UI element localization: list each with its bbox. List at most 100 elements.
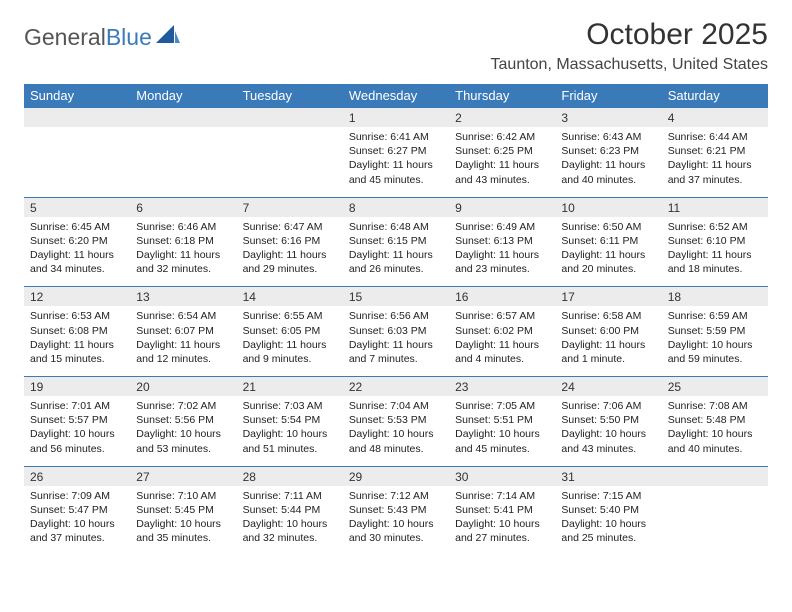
daylight-line: Daylight: 10 hours and 40 minutes.	[668, 427, 762, 455]
date-cell: 18	[662, 287, 768, 307]
daylight-line: Daylight: 10 hours and 43 minutes.	[561, 427, 655, 455]
date-cell: 21	[237, 377, 343, 397]
daylight-line: Daylight: 10 hours and 27 minutes.	[455, 517, 549, 545]
sunset-line: Sunset: 6:13 PM	[455, 234, 549, 248]
logo-word2: Blue	[106, 24, 152, 50]
sunset-line: Sunset: 5:43 PM	[349, 503, 443, 517]
date-cell: 6	[130, 197, 236, 217]
sunrise-line: Sunrise: 7:05 AM	[455, 399, 549, 413]
info-cell	[662, 486, 768, 556]
day-header: Saturday	[662, 84, 768, 108]
date-cell	[662, 466, 768, 486]
daylight-line: Daylight: 11 hours and 26 minutes.	[349, 248, 443, 276]
calendar-body: 1234Sunrise: 6:41 AMSunset: 6:27 PMDayli…	[24, 108, 768, 556]
sunrise-line: Sunrise: 6:56 AM	[349, 309, 443, 323]
info-cell: Sunrise: 6:43 AMSunset: 6:23 PMDaylight:…	[555, 127, 661, 197]
date-cell: 26	[24, 466, 130, 486]
daylight-line: Daylight: 11 hours and 15 minutes.	[30, 338, 124, 366]
date-row: 12131415161718	[24, 287, 768, 307]
sunset-line: Sunset: 6:03 PM	[349, 324, 443, 338]
sunset-line: Sunset: 5:53 PM	[349, 413, 443, 427]
daylight-line: Daylight: 11 hours and 1 minute.	[561, 338, 655, 366]
info-cell: Sunrise: 6:58 AMSunset: 6:00 PMDaylight:…	[555, 306, 661, 376]
date-cell: 9	[449, 197, 555, 217]
sunrise-line: Sunrise: 7:02 AM	[136, 399, 230, 413]
sunset-line: Sunset: 6:15 PM	[349, 234, 443, 248]
sunrise-line: Sunrise: 7:08 AM	[668, 399, 762, 413]
daylight-line: Daylight: 10 hours and 56 minutes.	[30, 427, 124, 455]
sunset-line: Sunset: 6:21 PM	[668, 144, 762, 158]
info-cell: Sunrise: 6:47 AMSunset: 6:16 PMDaylight:…	[237, 217, 343, 287]
sunset-line: Sunset: 6:23 PM	[561, 144, 655, 158]
sunrise-line: Sunrise: 7:03 AM	[243, 399, 337, 413]
header: GeneralBlue October 2025 Taunton, Massac…	[24, 18, 768, 74]
sunset-line: Sunset: 5:50 PM	[561, 413, 655, 427]
sunrise-line: Sunrise: 7:01 AM	[30, 399, 124, 413]
daylight-line: Daylight: 11 hours and 43 minutes.	[455, 158, 549, 186]
sunset-line: Sunset: 6:11 PM	[561, 234, 655, 248]
daylight-line: Daylight: 10 hours and 30 minutes.	[349, 517, 443, 545]
date-cell: 13	[130, 287, 236, 307]
sunrise-line: Sunrise: 7:04 AM	[349, 399, 443, 413]
date-cell: 2	[449, 108, 555, 128]
sunset-line: Sunset: 6:25 PM	[455, 144, 549, 158]
daylight-line: Daylight: 11 hours and 7 minutes.	[349, 338, 443, 366]
daylight-line: Daylight: 10 hours and 37 minutes.	[30, 517, 124, 545]
daylight-line: Daylight: 11 hours and 9 minutes.	[243, 338, 337, 366]
daylight-line: Daylight: 10 hours and 51 minutes.	[243, 427, 337, 455]
date-cell: 29	[343, 466, 449, 486]
date-row: 19202122232425	[24, 377, 768, 397]
sunset-line: Sunset: 6:10 PM	[668, 234, 762, 248]
logo-word1: General	[24, 24, 106, 50]
day-header-row: SundayMondayTuesdayWednesdayThursdayFrid…	[24, 84, 768, 108]
info-cell: Sunrise: 7:05 AMSunset: 5:51 PMDaylight:…	[449, 396, 555, 466]
sunrise-line: Sunrise: 6:43 AM	[561, 130, 655, 144]
sunrise-line: Sunrise: 6:53 AM	[30, 309, 124, 323]
info-cell: Sunrise: 7:08 AMSunset: 5:48 PMDaylight:…	[662, 396, 768, 466]
date-cell: 23	[449, 377, 555, 397]
day-header: Monday	[130, 84, 236, 108]
sunset-line: Sunset: 6:05 PM	[243, 324, 337, 338]
sunrise-line: Sunrise: 6:45 AM	[30, 220, 124, 234]
info-row: Sunrise: 6:45 AMSunset: 6:20 PMDaylight:…	[24, 217, 768, 287]
daylight-line: Daylight: 11 hours and 37 minutes.	[668, 158, 762, 186]
date-cell: 27	[130, 466, 236, 486]
sunset-line: Sunset: 6:00 PM	[561, 324, 655, 338]
sunset-line: Sunset: 5:41 PM	[455, 503, 549, 517]
date-cell	[237, 108, 343, 128]
info-cell: Sunrise: 6:41 AMSunset: 6:27 PMDaylight:…	[343, 127, 449, 197]
sunset-line: Sunset: 6:08 PM	[30, 324, 124, 338]
sunset-line: Sunset: 6:27 PM	[349, 144, 443, 158]
info-cell: Sunrise: 7:03 AMSunset: 5:54 PMDaylight:…	[237, 396, 343, 466]
daylight-line: Daylight: 11 hours and 32 minutes.	[136, 248, 230, 276]
info-row: Sunrise: 6:41 AMSunset: 6:27 PMDaylight:…	[24, 127, 768, 197]
day-header: Sunday	[24, 84, 130, 108]
date-cell	[130, 108, 236, 128]
sunset-line: Sunset: 6:07 PM	[136, 324, 230, 338]
sunrise-line: Sunrise: 6:42 AM	[455, 130, 549, 144]
date-cell: 12	[24, 287, 130, 307]
info-cell: Sunrise: 6:46 AMSunset: 6:18 PMDaylight:…	[130, 217, 236, 287]
sunrise-line: Sunrise: 6:48 AM	[349, 220, 443, 234]
sunset-line: Sunset: 5:57 PM	[30, 413, 124, 427]
logo-sail-icon	[156, 25, 180, 50]
daylight-line: Daylight: 10 hours and 48 minutes.	[349, 427, 443, 455]
date-cell: 3	[555, 108, 661, 128]
daylight-line: Daylight: 11 hours and 40 minutes.	[561, 158, 655, 186]
daylight-line: Daylight: 11 hours and 29 minutes.	[243, 248, 337, 276]
sunrise-line: Sunrise: 7:12 AM	[349, 489, 443, 503]
date-cell: 14	[237, 287, 343, 307]
sunrise-line: Sunrise: 6:46 AM	[136, 220, 230, 234]
info-row: Sunrise: 7:09 AMSunset: 5:47 PMDaylight:…	[24, 486, 768, 556]
day-header: Thursday	[449, 84, 555, 108]
logo-text: GeneralBlue	[24, 24, 152, 51]
info-cell	[24, 127, 130, 197]
daylight-line: Daylight: 11 hours and 34 minutes.	[30, 248, 124, 276]
date-cell: 7	[237, 197, 343, 217]
title-block: October 2025 Taunton, Massachusetts, Uni…	[491, 18, 768, 74]
info-cell: Sunrise: 6:49 AMSunset: 6:13 PMDaylight:…	[449, 217, 555, 287]
sunrise-line: Sunrise: 7:14 AM	[455, 489, 549, 503]
sunrise-line: Sunrise: 7:15 AM	[561, 489, 655, 503]
date-cell: 17	[555, 287, 661, 307]
sunrise-line: Sunrise: 7:06 AM	[561, 399, 655, 413]
